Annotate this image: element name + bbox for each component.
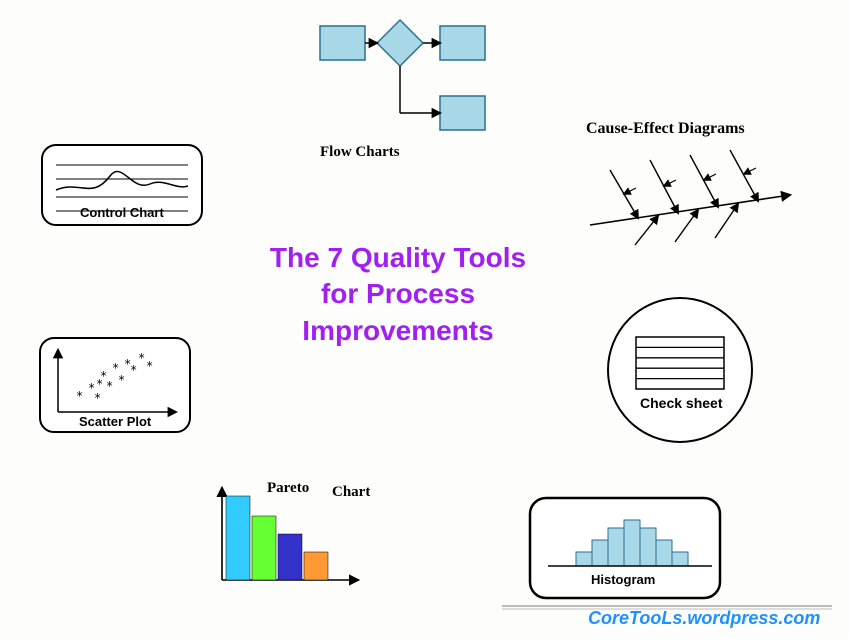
check-sheet-label: Check sheet bbox=[640, 395, 722, 411]
svg-text:*: * bbox=[138, 351, 145, 365]
svg-text:*: * bbox=[130, 363, 137, 377]
scatter-plot-label: Scatter Plot bbox=[79, 414, 151, 429]
control-chart-label: Control Chart bbox=[80, 205, 164, 220]
svg-text:*: * bbox=[106, 379, 113, 393]
svg-text:*: * bbox=[76, 389, 83, 403]
overlay-svg: ************ bbox=[0, 0, 849, 639]
svg-text:*: * bbox=[94, 391, 101, 405]
svg-text:*: * bbox=[146, 359, 153, 373]
infographic-canvas: { "title": { "text": "The 7 Quality Tool… bbox=[0, 0, 849, 639]
histogram-label: Histogram bbox=[591, 572, 655, 587]
svg-text:*: * bbox=[118, 373, 125, 387]
svg-text:*: * bbox=[96, 377, 103, 391]
